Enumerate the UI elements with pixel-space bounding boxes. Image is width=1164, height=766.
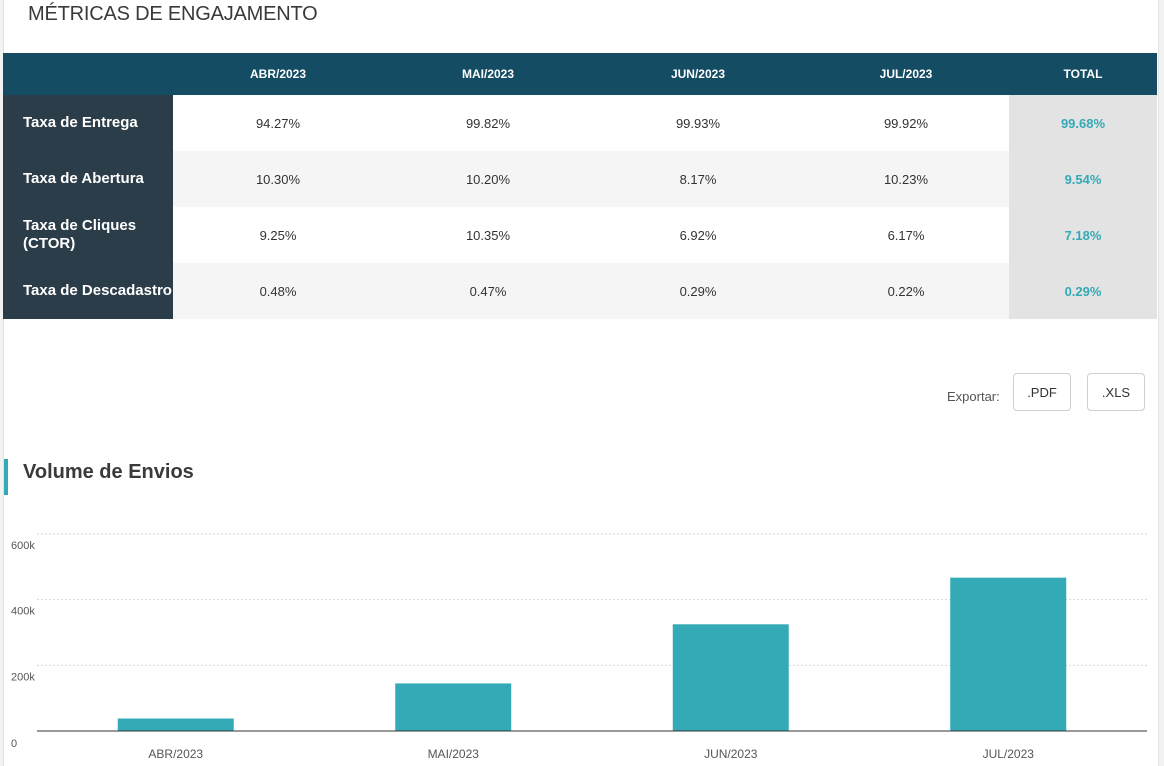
table-cell: 6.17% — [887, 227, 925, 243]
y-tick-label: 0 — [11, 738, 17, 750]
table-row: Taxa de Entrega 94.27% 99.82% 99.93% 99.… — [3, 95, 1157, 151]
total-cell: 0.29% — [1009, 263, 1157, 319]
total-cell: 9.54% — [1009, 151, 1157, 207]
column-header: ABR/2023 — [173, 53, 383, 95]
x-tick-label: JUN/2023 — [704, 747, 758, 761]
total-cell: 99.68% — [1009, 95, 1157, 151]
y-tick-label: 400k — [11, 606, 35, 618]
export-pdf-button[interactable]: .PDF — [1013, 373, 1071, 411]
table-header-row: ABR/2023 MAI/2023 JUN/2023 JUL/2023 TOTA… — [3, 53, 1157, 95]
row-label: Taxa de Entrega — [3, 95, 173, 151]
table-cell: 0.29% — [593, 263, 803, 319]
x-tick-label: JUL/2023 — [983, 747, 1035, 761]
export-xls-button[interactable]: .XLS — [1087, 373, 1145, 411]
table-cell: 10.35% — [465, 227, 511, 243]
column-header: JUN/2023 — [593, 53, 803, 95]
table-cell: 0.48% — [173, 263, 383, 319]
table-cell: 0.22% — [803, 263, 1009, 319]
table-cell: 6.92% — [679, 227, 717, 243]
table-row: Taxa de Abertura 10.30% 10.20% 8.17% 10.… — [3, 151, 1157, 207]
section-accent-bar — [4, 459, 8, 495]
table-cell: 10.20% — [383, 151, 593, 207]
table-row: Taxa de Cliques (CTOR) 9.25% 10.35% 6.92… — [3, 207, 1157, 263]
bar — [672, 624, 789, 731]
table-cell: 8.17% — [593, 151, 803, 207]
x-tick-label: MAI/2023 — [428, 747, 480, 761]
volume-bar-chart: 0 200k 400k 600k ABR/2023 MAI/2023 JUN/2023 JUL… — [11, 533, 1147, 761]
row-label: Taxa de Descadastro — [3, 263, 173, 319]
table-cell: 9.25% — [259, 227, 297, 243]
table-cell: 10.23% — [803, 151, 1009, 207]
table-cell: 99.82% — [465, 115, 511, 131]
page-title: MÉTRICAS DE ENGAJAMENTO — [28, 3, 318, 25]
x-tick-label: ABR/2023 — [148, 747, 203, 761]
table-cell: 99.92% — [883, 115, 929, 131]
y-tick-label: 600k — [11, 540, 35, 552]
table-cell: 10.30% — [173, 151, 383, 207]
column-header: JUL/2023 — [803, 53, 1009, 95]
row-label: Taxa de Abertura — [3, 151, 173, 207]
row-label: Taxa de Cliques (CTOR) — [3, 207, 173, 263]
export-label: Exportar: — [947, 389, 1000, 404]
column-header: MAI/2023 — [383, 53, 593, 95]
table-row: Taxa de Descadastro 0.48% 0.47% 0.29% 0.… — [3, 263, 1157, 319]
table-cell: 0.47% — [383, 263, 593, 319]
bar — [395, 683, 512, 731]
y-tick-label: 200k — [11, 671, 35, 683]
engagement-metrics-table: ABR/2023 MAI/2023 JUN/2023 JUL/2023 TOTA… — [3, 53, 1157, 319]
column-header: TOTAL — [1009, 53, 1157, 95]
table-cell: 99.93% — [675, 115, 721, 131]
column-header — [3, 53, 173, 95]
section-title: Volume de Envios — [23, 461, 194, 483]
bar — [950, 577, 1067, 731]
bar — [117, 718, 234, 731]
table-cell: 94.27% — [255, 115, 301, 131]
total-cell: 7.18% — [1009, 207, 1157, 263]
